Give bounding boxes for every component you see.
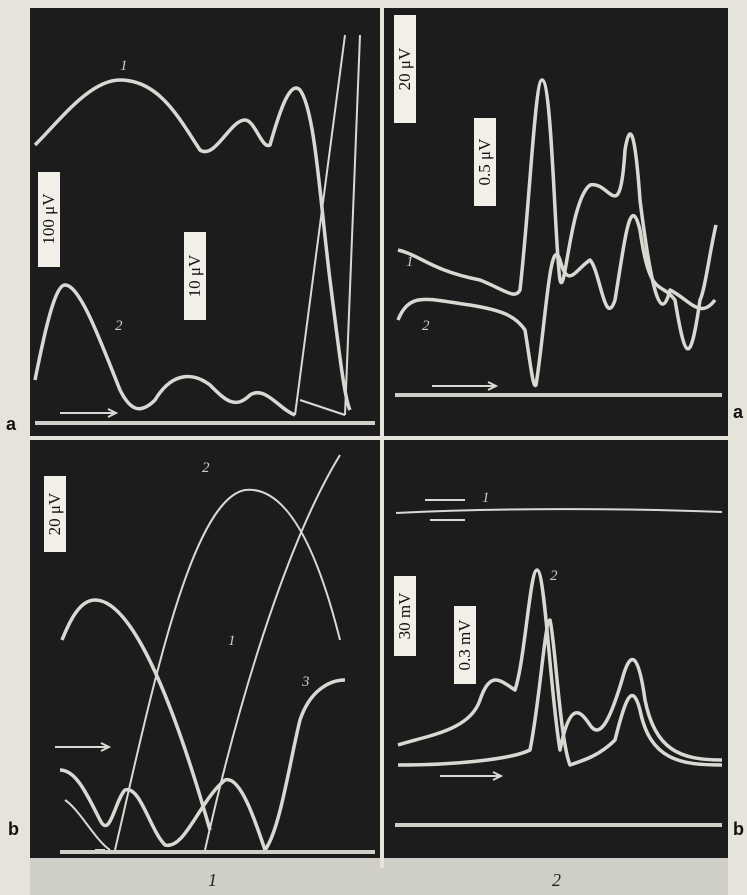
scale-label: 10 μV bbox=[185, 254, 204, 297]
side-label: a bbox=[6, 414, 17, 434]
curve-label: 1 bbox=[482, 490, 490, 506]
scale-label: 100 μV bbox=[39, 193, 58, 245]
curve-label: 1 bbox=[406, 254, 414, 270]
curve-label: 2 bbox=[202, 460, 210, 476]
scale-label: 20 μV bbox=[395, 47, 414, 90]
column-label: 1 bbox=[208, 870, 217, 890]
scale-label: 0.5 μV bbox=[475, 138, 494, 186]
figure: 100 μV 10 μV 20 μV 0.5 μV 20 μV 30 mV 0.… bbox=[0, 0, 747, 895]
bottom-strip bbox=[30, 858, 728, 895]
curve-label: 1 bbox=[120, 58, 128, 74]
column-label: 2 bbox=[552, 870, 561, 890]
side-label: b bbox=[733, 819, 744, 839]
curve-label: 2 bbox=[550, 568, 558, 584]
curve-label: 3 bbox=[301, 674, 310, 690]
side-label: a bbox=[733, 402, 744, 422]
curve-label: 2 bbox=[422, 318, 430, 334]
scale-label: 0.3 mV bbox=[455, 619, 474, 671]
scale-label: 20 μV bbox=[45, 492, 64, 535]
curve-label: 2 bbox=[115, 318, 123, 334]
scale-label: 30 mV bbox=[395, 592, 414, 639]
side-label: b bbox=[8, 819, 19, 839]
curve-label: 1 bbox=[228, 633, 236, 649]
